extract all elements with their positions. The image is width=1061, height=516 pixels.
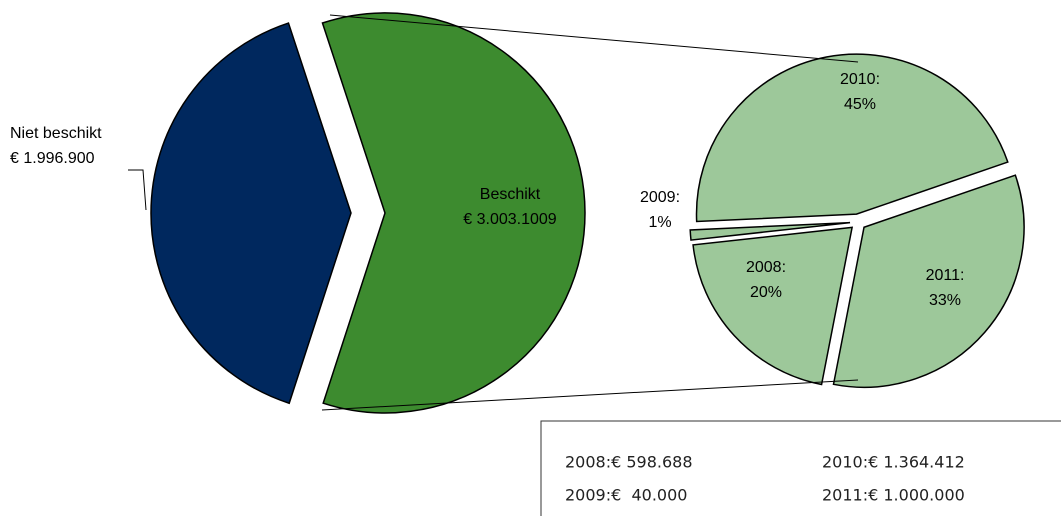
pie-slice (321, 12, 586, 414)
pie-slice (832, 174, 1025, 388)
slice-label: 2011: (926, 267, 965, 284)
pies: Niet beschikt € 1.996.900 Beschikt € 3.003.… (10, 12, 1025, 414)
table-cell: 2010:€ 1.364.412 (822, 453, 965, 472)
slice-value-label: € 1.996.900 (10, 150, 95, 167)
leader-line (128, 169, 147, 211)
slice-value-label: 45% (844, 96, 876, 113)
pie-slice (692, 226, 854, 386)
slice-label: 2008: (746, 259, 786, 276)
slice-value-label: 1% (648, 214, 671, 231)
table-cell: 2011:€ 1.000.000 (822, 486, 965, 505)
pie-slice (689, 221, 851, 241)
table-box (540, 420, 1061, 516)
connector-line (329, 14, 859, 63)
slice-value-label: 20% (750, 284, 782, 301)
pie-slice (150, 22, 352, 405)
slice-label: Niet beschikt (10, 125, 102, 142)
connector-line (321, 379, 859, 411)
slice-value-label: 33% (929, 292, 961, 309)
table-cell: 2008:€ 598.688 (565, 453, 693, 472)
slice-label: 2009: (640, 189, 680, 206)
table-cell: 2009:€ 40.000 (565, 486, 687, 505)
slice-value-label: € 3.003.1009 (463, 211, 557, 228)
slice-label: Beschikt (480, 186, 541, 203)
slice-label: 2010: (840, 71, 880, 88)
pie-slice (695, 53, 1009, 223)
